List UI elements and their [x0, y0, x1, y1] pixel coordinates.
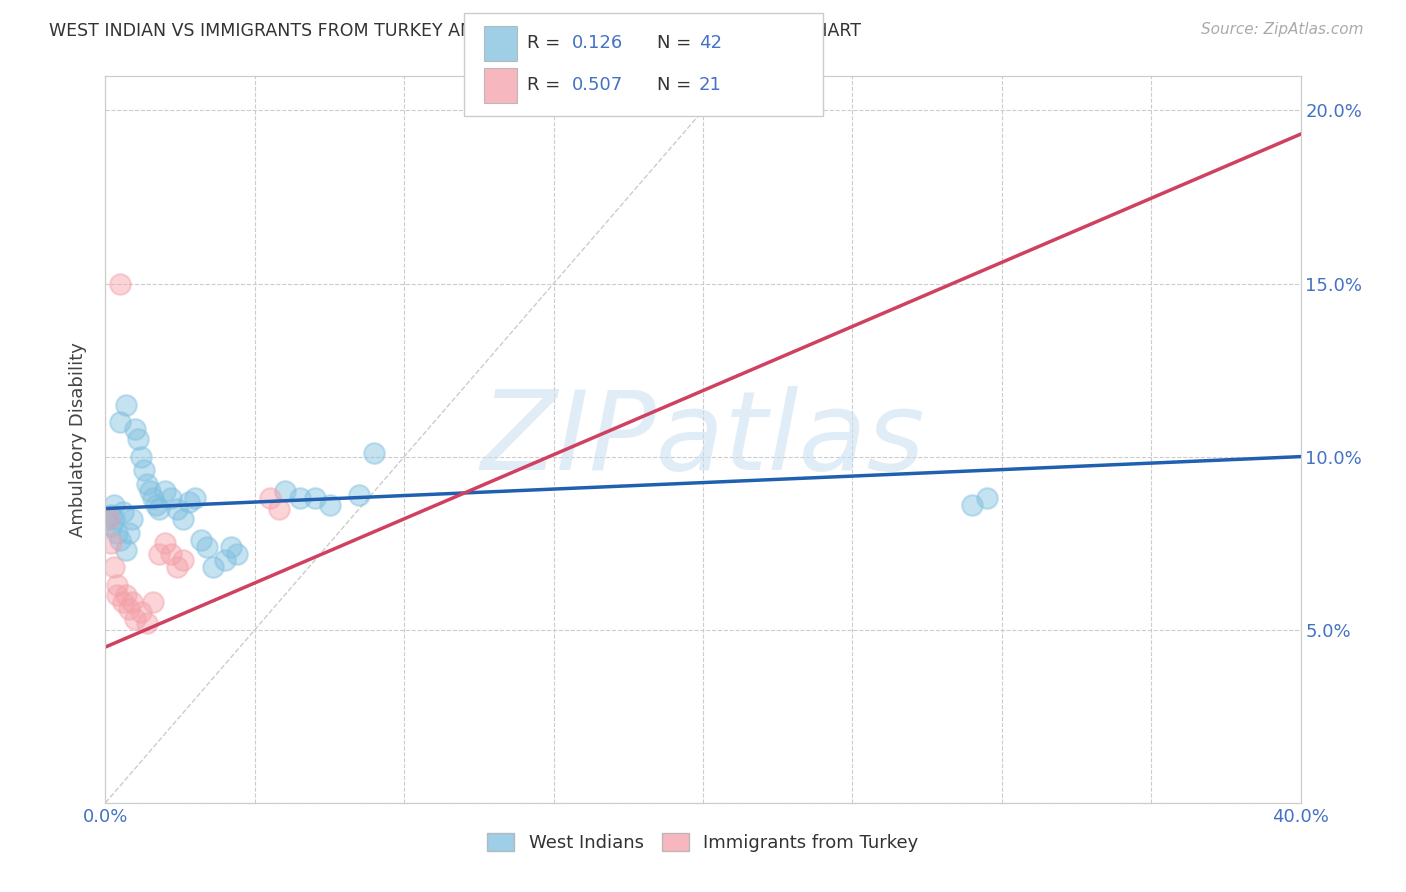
Point [195, 540, 218, 554]
Point [112, 595, 135, 609]
Point [124, 612, 146, 626]
Point [318, 498, 340, 512]
Point [97, 512, 120, 526]
Point [148, 547, 170, 561]
Text: 0.126: 0.126 [572, 34, 623, 52]
Point [136, 477, 159, 491]
Point [155, 484, 177, 499]
Text: 42: 42 [699, 34, 721, 52]
Point [129, 606, 153, 620]
Point [103, 498, 125, 512]
Y-axis label: Ambulatory Disability: Ambulatory Disability [69, 342, 87, 537]
Text: N =: N = [657, 34, 696, 52]
Point [214, 553, 236, 567]
Point [136, 615, 159, 630]
Point [107, 525, 129, 540]
Point [142, 491, 165, 505]
Point [304, 491, 326, 505]
Text: R =: R = [527, 77, 567, 95]
Point [103, 512, 125, 526]
Point [155, 536, 177, 550]
Point [142, 595, 165, 609]
Point [202, 560, 225, 574]
Point [225, 547, 249, 561]
Point [363, 446, 385, 460]
Text: N =: N = [657, 77, 696, 95]
Point [110, 415, 132, 429]
Point [166, 501, 188, 516]
Point [139, 484, 162, 499]
Point [145, 498, 167, 512]
Text: ZIPatlas: ZIPatlas [481, 386, 925, 492]
Point [115, 398, 138, 412]
Point [107, 588, 129, 602]
Point [134, 463, 156, 477]
Text: 21: 21 [699, 77, 721, 95]
Point [110, 533, 132, 547]
Point [160, 547, 183, 561]
Point [960, 498, 983, 512]
Point [115, 543, 138, 558]
Point [349, 488, 371, 502]
Point [103, 560, 125, 574]
Point [107, 578, 129, 592]
Point [110, 277, 132, 291]
Point [115, 588, 138, 602]
Point [100, 508, 122, 523]
Point [259, 491, 281, 505]
Point [172, 512, 194, 526]
Point [267, 501, 290, 516]
Point [976, 491, 998, 505]
Point [190, 533, 212, 547]
Point [288, 491, 311, 505]
Point [121, 595, 143, 609]
Point [118, 602, 141, 616]
Point [118, 525, 141, 540]
Point [129, 450, 153, 464]
Point [273, 484, 295, 499]
Text: WEST INDIAN VS IMMIGRANTS FROM TURKEY AMBULATORY DISABILITY CORRELATION CHART: WEST INDIAN VS IMMIGRANTS FROM TURKEY AM… [49, 22, 862, 40]
Point [184, 491, 207, 505]
Text: 0.507: 0.507 [572, 77, 623, 95]
Point [127, 432, 149, 446]
Point [219, 540, 242, 554]
Point [172, 553, 194, 567]
Point [177, 494, 201, 508]
Point [121, 512, 143, 526]
Point [97, 512, 120, 526]
Text: Source: ZipAtlas.com: Source: ZipAtlas.com [1201, 22, 1364, 37]
Point [124, 422, 146, 436]
Text: R =: R = [527, 34, 567, 52]
Point [112, 505, 135, 519]
Legend: West Indians, Immigrants from Turkey: West Indians, Immigrants from Turkey [479, 825, 927, 859]
Point [166, 560, 188, 574]
Point [148, 501, 170, 516]
Point [160, 491, 183, 505]
Point [100, 519, 122, 533]
Point [100, 536, 122, 550]
